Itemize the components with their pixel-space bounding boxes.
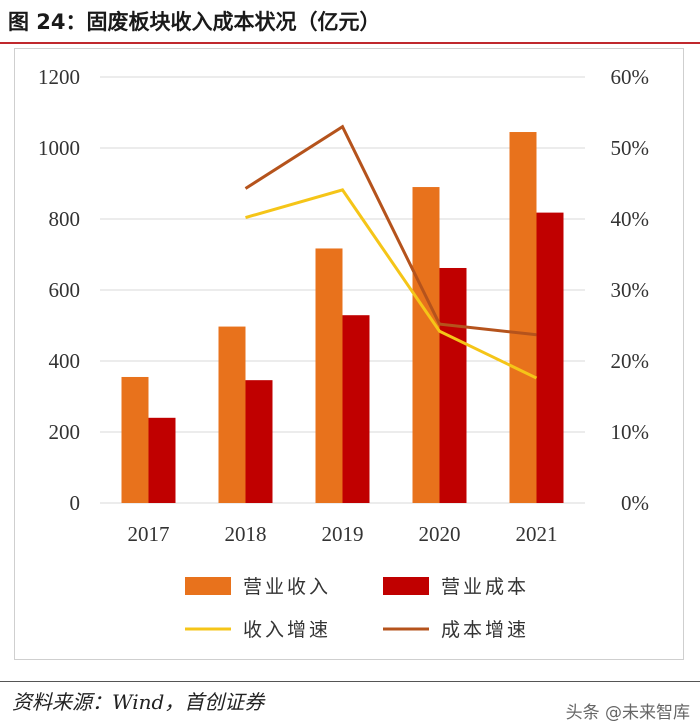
legend-cost-growth-label: 成本增速 — [441, 619, 529, 641]
y-right-tick-label: 20% — [611, 349, 650, 373]
legend-cost-label: 营业成本 — [441, 576, 529, 598]
bar-cost — [245, 380, 273, 503]
legend-revenue-growth-label: 收入增速 — [243, 619, 331, 641]
bar-revenue — [509, 132, 537, 503]
y-right-tick-label: 50% — [611, 136, 650, 160]
x-tick-label: 2021 — [516, 522, 558, 546]
legend-revenue-label: 营业收入 — [243, 576, 331, 598]
y-left-tick-label: 0 — [70, 491, 81, 515]
title-divider — [0, 42, 700, 44]
y-left-tick-label: 800 — [49, 207, 81, 231]
bar-cost — [342, 315, 370, 503]
bar-revenue — [121, 376, 149, 503]
source-note: 资料来源：Wind，首创证券 — [12, 690, 265, 714]
chart-frame: 0 200 400 600 800 1000 1200 0% 10% 20% 30% 40% 50% 60… — [14, 48, 684, 660]
y-right-tick-label: 60% — [611, 65, 650, 89]
x-tick-label: 2018 — [225, 522, 267, 546]
x-tick-label: 2019 — [322, 522, 364, 546]
y-left-tick-label: 1000 — [38, 136, 80, 160]
bar-revenue — [315, 248, 343, 503]
bar-cost — [439, 267, 467, 503]
y-right-tick-label: 0% — [621, 491, 649, 515]
line-cost-growth — [244, 124, 537, 337]
y-right-tick-label: 10% — [611, 420, 650, 444]
x-tick-label: 2020 — [419, 522, 461, 546]
bar-cost — [536, 212, 564, 504]
y-left-tick-label: 200 — [49, 420, 81, 444]
y-left-tick-label: 1200 — [38, 65, 80, 89]
watermark: 头条 @未来智库 — [565, 703, 690, 723]
chart: 0 200 400 600 800 1000 1200 0% 10% 20% 30% 40% 50% 60… — [38, 65, 650, 641]
source-divider — [0, 681, 700, 682]
chart-title: 图 24：固废板块收入成本状况（亿元） — [8, 10, 381, 34]
bar-revenue — [218, 326, 246, 503]
y-left-tick-label: 600 — [49, 278, 81, 302]
legend-revenue-swatch — [185, 577, 231, 595]
y-left-tick-label: 400 — [49, 349, 81, 373]
bar-revenue — [412, 187, 440, 504]
x-tick-label: 2017 — [128, 522, 170, 546]
bar-cost — [148, 417, 176, 503]
line-revenue-growth — [245, 188, 538, 380]
y-right-tick-label: 30% — [611, 278, 650, 302]
y-right-tick-label: 40% — [611, 207, 650, 231]
legend-cost-swatch — [383, 577, 429, 595]
